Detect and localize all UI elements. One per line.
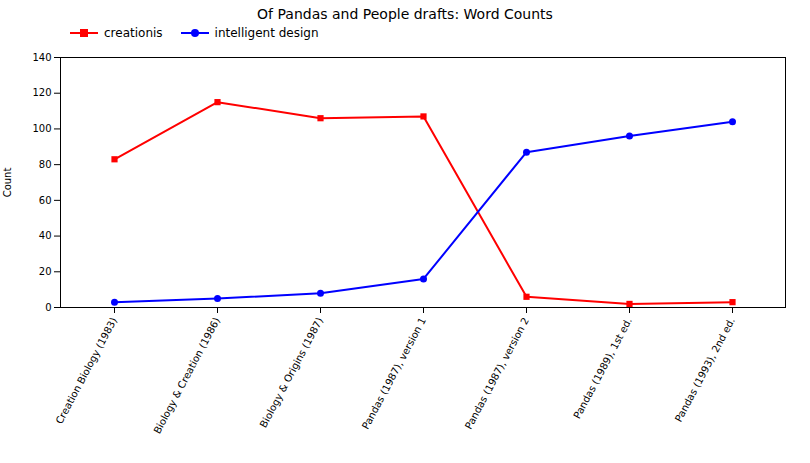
svg-text:80: 80 bbox=[39, 159, 52, 170]
svg-text:Biology & Origins (1987): Biology & Origins (1987) bbox=[258, 316, 325, 430]
svg-text:20: 20 bbox=[39, 266, 52, 277]
html-text:creationis: creationis bbox=[104, 26, 163, 40]
html-text:Of Pandas and People drafts: W: Of Pandas and People drafts: Word Counts bbox=[257, 6, 553, 22]
svg-text:100: 100 bbox=[32, 123, 51, 134]
svg-text:Pandas (1989), 1st ed.: Pandas (1989), 1st ed. bbox=[571, 316, 634, 421]
svg-text:Biology & Creation (1986): Biology & Creation (1986) bbox=[151, 316, 222, 436]
svg-text:40: 40 bbox=[39, 230, 52, 241]
html-text:intelligent design: intelligent design bbox=[214, 26, 319, 40]
svg-text:60: 60 bbox=[39, 195, 52, 206]
svg-text:Creation Biology (1983): Creation Biology (1983) bbox=[54, 316, 120, 426]
svg-text:0: 0 bbox=[45, 302, 51, 313]
svg-text:Pandas (1993), 2nd ed.: Pandas (1993), 2nd ed. bbox=[673, 316, 737, 424]
svg-text:Pandas (1987), version 2: Pandas (1987), version 2 bbox=[463, 316, 531, 431]
svg-text:120: 120 bbox=[32, 87, 51, 98]
svg-text:140: 140 bbox=[32, 52, 51, 63]
svg-text:Pandas (1987), version 1: Pandas (1987), version 1 bbox=[360, 316, 428, 431]
svg-text:Count: Count bbox=[2, 168, 13, 198]
